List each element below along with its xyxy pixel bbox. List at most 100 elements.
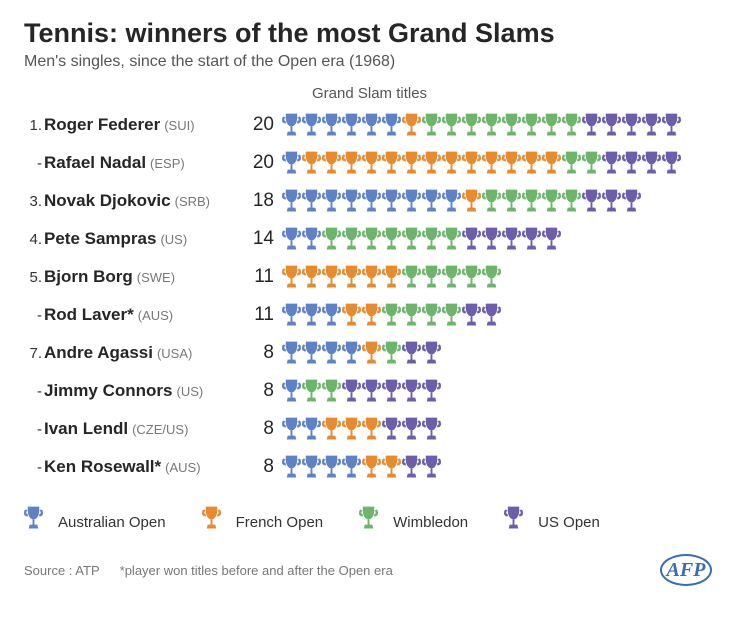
player-country: (AUS) [138,308,173,323]
trophy-icon [502,111,521,139]
trophy-icon [362,415,381,443]
trophy-icon [462,301,481,329]
trophy-icon [282,263,301,291]
trophy-icon [422,415,441,443]
player-name-wrap: Jimmy Connors(US) [44,381,240,401]
player-country: (SUI) [164,118,194,133]
trophy-icon [462,263,481,291]
rank: 1. [24,117,42,134]
player-name-wrap: Rafael Nadal(ESP) [44,153,240,173]
trophy-icon [442,301,461,329]
trophy-icon [422,453,441,481]
trophy-icon [322,339,341,367]
trophy-icon [24,504,43,532]
trophy-icon [282,149,301,177]
trophy-icon [622,111,641,139]
player-name: Bjorn Borg [44,267,133,287]
trophy-icon [482,187,501,215]
player-name: Ivan Lendl [44,419,128,439]
legend-item: Wimbledon [359,504,468,540]
trophy-list [282,339,441,367]
trophy-icon [282,225,301,253]
total-count: 20 [240,114,274,136]
trophy-icon [382,111,401,139]
player-name: Ken Rosewall* [44,457,161,477]
player-name-wrap: Bjorn Borg (SWE) [44,267,240,287]
trophy-icon [382,263,401,291]
trophy-icon [422,187,441,215]
total-count: 8 [240,456,274,478]
player-name-wrap: Ken Rosewall*(AUS) [44,457,240,477]
player-name-wrap: Rod Laver*(AUS) [44,305,240,325]
trophy-icon [422,263,441,291]
trophy-icon [582,111,601,139]
trophy-icon [482,111,501,139]
trophy-icon [302,149,321,177]
subtitle: Men's singles, since the start of the Op… [24,53,712,71]
trophy-icon [402,111,421,139]
legend-trophy-icon [359,504,385,540]
trophy-icon [442,187,461,215]
trophy-icon [322,301,341,329]
trophy-icon [562,149,581,177]
trophy-icon [382,149,401,177]
legend: Australian OpenFrench OpenWimbledonUS Op… [24,504,712,540]
rank: - [24,421,42,438]
trophy-icon [402,263,421,291]
trophy-icon [402,225,421,253]
trophy-icon [402,377,421,405]
trophy-list [282,111,681,139]
player-country: (ESP) [150,156,185,171]
trophy-icon [542,187,561,215]
trophy-list [282,225,561,253]
trophy-icon [462,149,481,177]
trophy-icon [504,504,523,532]
trophy-icon [622,187,641,215]
total-count: 11 [240,304,274,326]
trophy-icon [402,187,421,215]
legend-item: Australian Open [24,504,166,540]
player-name-wrap: Roger Federer(SUI) [44,115,240,135]
player-row: -Rod Laver*(AUS)11 [24,298,712,332]
trophy-list [282,415,441,443]
legend-trophy-icon [504,504,530,540]
trophy-icon [522,225,541,253]
trophy-icon [382,225,401,253]
trophy-icon [662,111,681,139]
trophy-icon [402,301,421,329]
trophy-icon [462,111,481,139]
trophy-icon [602,187,621,215]
trophy-icon [282,301,301,329]
trophy-icon [342,377,361,405]
rank: 4. [24,231,42,248]
trophy-icon [442,111,461,139]
trophy-icon [362,377,381,405]
player-row: -Jimmy Connors(US)8 [24,374,712,408]
player-name-wrap: Ivan Lendl(CZE/US) [44,419,240,439]
trophy-icon [582,149,601,177]
player-name: Jimmy Connors [44,381,172,401]
player-name-wrap: Andre Agassi(USA) [44,343,240,363]
trophy-icon [382,339,401,367]
player-country: (SWE) [137,270,175,285]
trophy-list [282,377,441,405]
trophy-icon [422,339,441,367]
trophy-icon [342,453,361,481]
trophy-icon [482,301,501,329]
legend-trophy-icon [202,504,228,540]
column-header: Grand Slam titles [312,85,712,102]
trophy-list [282,149,681,177]
trophy-icon [362,453,381,481]
trophy-icon [359,504,378,532]
footnote: *player won titles before and after the … [120,563,393,578]
trophy-icon [462,225,481,253]
trophy-icon [442,263,461,291]
trophy-icon [322,263,341,291]
trophy-icon [442,149,461,177]
trophy-icon [462,187,481,215]
rank: 7. [24,345,42,362]
trophy-icon [622,149,641,177]
trophy-icon [322,377,341,405]
rank: - [24,459,42,476]
trophy-icon [662,149,681,177]
